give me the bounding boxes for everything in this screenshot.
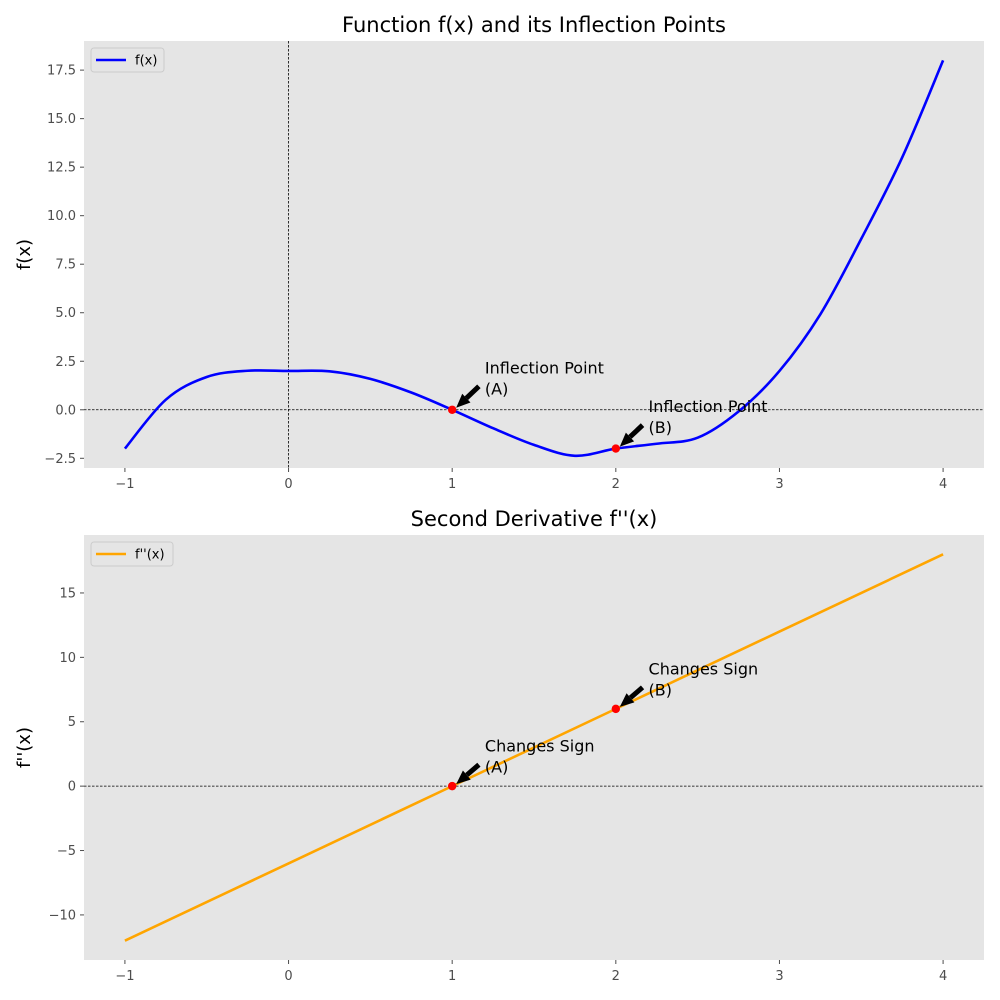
annotation-arrow-head — [456, 393, 471, 408]
legend: f''(x) — [90, 541, 174, 567]
annotation-line: Changes Sign — [649, 659, 759, 678]
x-tick-label: −1 — [115, 477, 134, 492]
y-tick-label: 17.5 — [47, 64, 76, 79]
legend: f(x) — [90, 47, 165, 73]
y-tick-label: 0.0 — [55, 403, 76, 418]
legend-label: f(x) — [135, 54, 157, 69]
y-tick-label: 5 — [68, 715, 76, 730]
x-tick-label: 0 — [284, 477, 292, 492]
annotation-text: Changes Sign (B) — [649, 659, 759, 699]
legend-box — [90, 47, 165, 73]
series-line — [123, 59, 945, 458]
y-tick-label: 0 — [68, 780, 76, 795]
annotation-line: Changes Sign — [485, 737, 595, 756]
inflection-point-marker — [611, 704, 621, 714]
y-tick-label: 10.0 — [47, 209, 76, 224]
annotation-text: Changes Sign (A) — [485, 737, 595, 777]
x-tick-label: 3 — [775, 477, 783, 492]
y-tick-label: 15.0 — [47, 112, 76, 127]
y-tick-label: 2.5 — [55, 355, 76, 370]
x-tick-label: 0 — [284, 969, 292, 984]
inflection-point-marker — [611, 444, 621, 453]
y-axis-label: f(x) — [14, 239, 35, 270]
chart-title: Second Derivative f''(x) — [411, 507, 658, 531]
y-axis-label: f''(x) — [14, 727, 35, 768]
annotation-text: Inflection Point (A) — [485, 358, 604, 398]
series-line — [124, 553, 944, 942]
x-tick-label: 4 — [939, 969, 947, 984]
plot-area — [84, 41, 984, 468]
y-tick-label: −2.5 — [44, 452, 76, 467]
x-tick-label: 1 — [448, 477, 456, 492]
annotation-line: (B) — [649, 680, 672, 699]
inflection-point-marker — [447, 781, 457, 791]
y-tick-label: −5 — [57, 844, 76, 859]
x-tick-label: 4 — [939, 477, 947, 492]
y-tick-label: 12.5 — [47, 161, 76, 176]
annotation-arrow-head — [619, 693, 635, 707]
annotation-text: Inflection Point (B) — [649, 397, 768, 437]
y-tick-label: 5.0 — [55, 306, 76, 321]
legend-label: f''(x) — [135, 548, 165, 563]
annotation-line: Inflection Point — [485, 358, 604, 377]
annotation-line: (B) — [649, 418, 672, 437]
x-tick-label: 2 — [612, 477, 620, 492]
legend-box — [90, 541, 174, 567]
x-tick-label: −1 — [115, 969, 134, 984]
annotation-arrow-head — [456, 770, 471, 785]
chart-title: Function f(x) and its Inflection Points — [342, 13, 726, 37]
chart-second-derivative: Second Derivative f''(x)f''(x)−1 0 1 2 3 4−10… — [14, 507, 984, 984]
annotation-arrow-shaft — [628, 685, 645, 700]
annotation-line: (A) — [485, 379, 508, 398]
annotation-arrow-shaft — [628, 423, 645, 439]
annotation-arrow-shaft — [464, 384, 481, 400]
annotation-line: (A) — [485, 758, 508, 777]
y-tick-label: 15 — [59, 586, 76, 601]
inflection-point-marker — [447, 405, 457, 414]
y-tick-label: −10 — [49, 908, 76, 923]
x-tick-label: 2 — [612, 969, 620, 984]
x-tick-label: 3 — [775, 969, 783, 984]
x-tick-label: 1 — [448, 969, 456, 984]
annotation-line: Inflection Point — [649, 397, 768, 416]
annotation-arrow-shaft — [465, 762, 481, 777]
y-tick-label: 10 — [59, 651, 76, 666]
annotation-arrow-head — [619, 432, 635, 447]
y-tick-label: 7.5 — [55, 258, 76, 273]
chart-function-f: Function f(x) and its Inflection Points f… — [14, 13, 984, 492]
